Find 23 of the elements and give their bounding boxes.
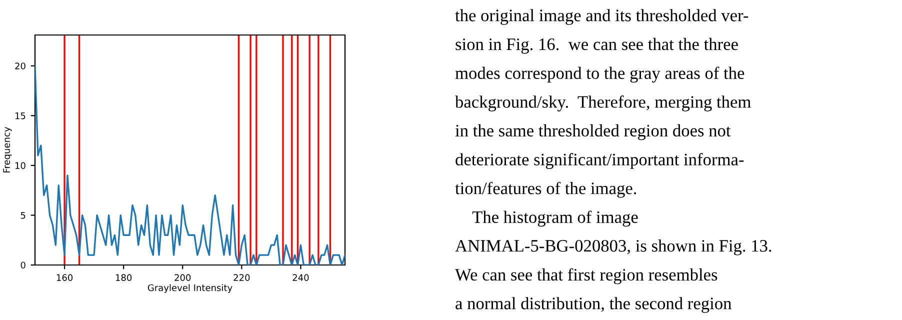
text: ANIMAL-5-BG-020803, is shown in Fig. 13. xyxy=(455,240,772,256)
text: deteriorate significant/important informa- xyxy=(456,153,744,169)
x-tick-label: 180 xyxy=(116,274,132,282)
x-tick-label: 220 xyxy=(234,274,250,282)
y-tick-label: 5 xyxy=(20,212,26,219)
y-tick-label: 20 xyxy=(15,62,26,70)
y-axis-title: Frequency xyxy=(3,126,12,172)
text: The histogram of image xyxy=(472,210,638,227)
x-tick-label: 160 xyxy=(56,274,73,282)
text: a normal distribution, the second region xyxy=(456,297,732,313)
text: the original image and its thresholded ver- xyxy=(455,9,748,25)
text: We can see that first region resembles xyxy=(455,268,718,284)
x-tick-label: 200 xyxy=(174,274,191,282)
text: background/sky. Therefore, merging them xyxy=(455,95,751,112)
y-tick-label: 10 xyxy=(15,162,26,169)
y-tick-label: 0 xyxy=(20,262,26,269)
x-tick-label: 240 xyxy=(292,274,309,282)
text: sion in Fig. 16. we can see that the three xyxy=(456,38,738,54)
x-axis-title: Graylevel Intensity xyxy=(148,284,232,293)
text: tion/features of the image. xyxy=(455,182,636,198)
text: modes correspond to the gray areas of the xyxy=(455,66,744,83)
y-tick-label: 15 xyxy=(15,112,26,120)
text: in the same thresholded region does not xyxy=(455,124,731,140)
